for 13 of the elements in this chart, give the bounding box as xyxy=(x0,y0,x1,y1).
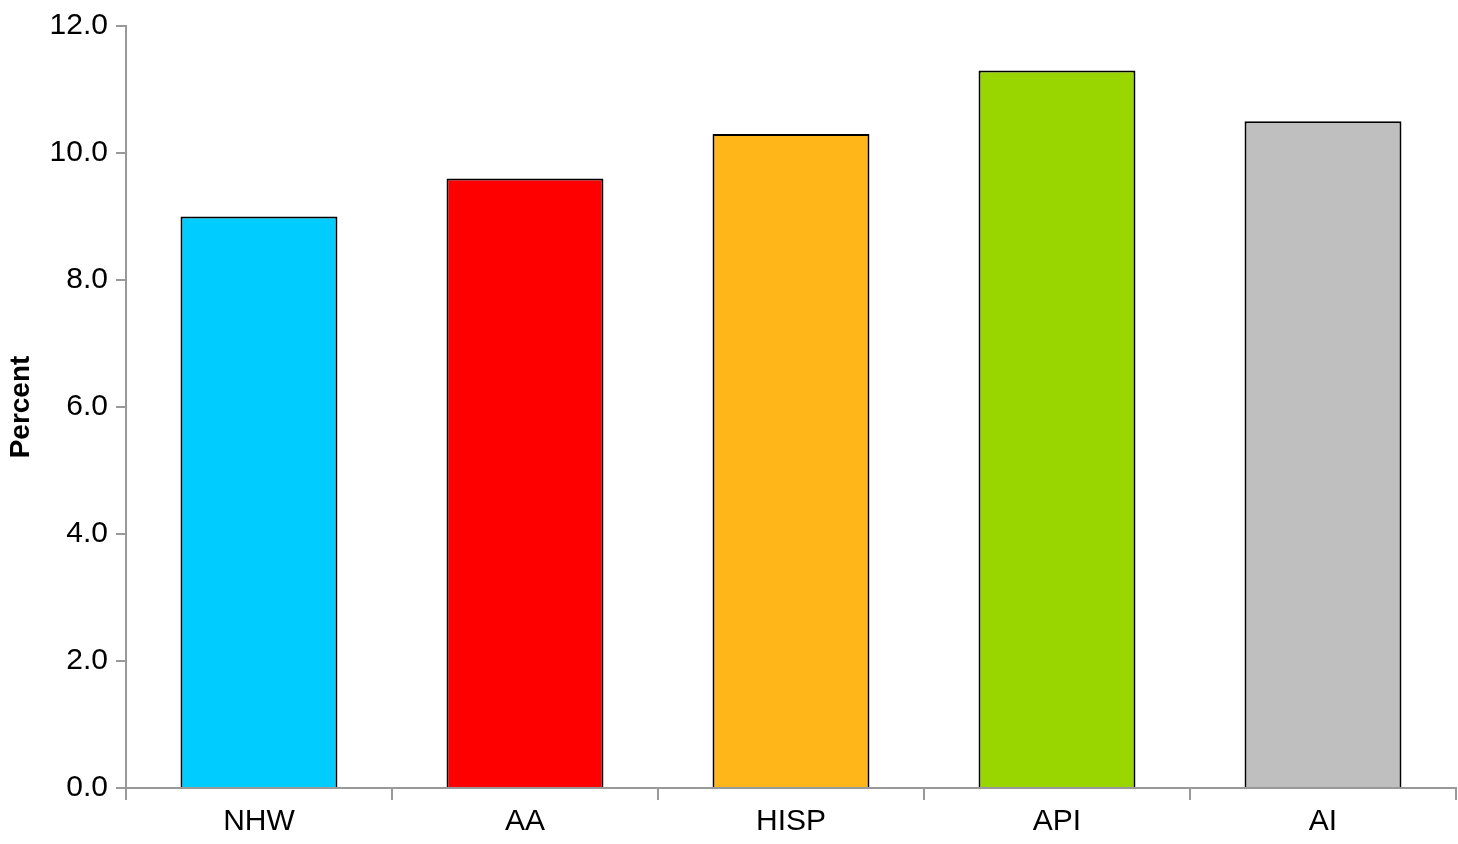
y-tick-label: 4.0 xyxy=(66,515,108,549)
x-tick-label: HISP xyxy=(755,803,827,837)
y-tick-label: 0.0 xyxy=(66,769,108,803)
x-tick-label: NHW xyxy=(223,803,296,837)
y-tick-label: 12.0 xyxy=(49,7,108,41)
x-tick-label: API xyxy=(1032,803,1082,837)
y-tick-label: 8.0 xyxy=(66,261,108,295)
y-tick-label: 10.0 xyxy=(49,134,108,168)
y-axis-title: Percent xyxy=(3,355,35,459)
x-tick-label: AI xyxy=(1308,803,1338,837)
y-tick-label: 2.0 xyxy=(66,642,108,676)
y-tick-label: 6.0 xyxy=(66,388,108,422)
x-tick-label: AA xyxy=(504,803,546,837)
